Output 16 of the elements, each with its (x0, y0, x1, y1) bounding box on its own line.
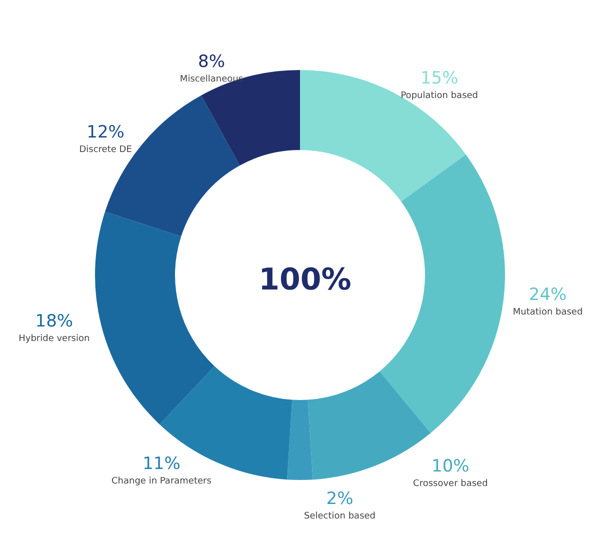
data-label: 12% (86, 122, 124, 143)
slice-label: Crossover based (413, 479, 488, 490)
slice-label: Selection based (304, 512, 376, 522)
slice-label: Change in Parameters (112, 476, 212, 486)
data-label: 8% (198, 52, 225, 72)
slice-label: Population based (400, 91, 478, 102)
data-label: 2% (326, 489, 354, 510)
data-label: 11% (142, 454, 180, 474)
data-label: 15% (420, 68, 458, 89)
slice-label: Discrete DE (79, 145, 132, 156)
data-label: 18% (35, 311, 74, 332)
slice-label: Mutation based (512, 308, 583, 318)
data-label: 24% (528, 285, 567, 306)
slice-label: Hybride version (18, 334, 90, 344)
text: 100% (258, 262, 352, 298)
data-label: 10% (432, 456, 470, 477)
